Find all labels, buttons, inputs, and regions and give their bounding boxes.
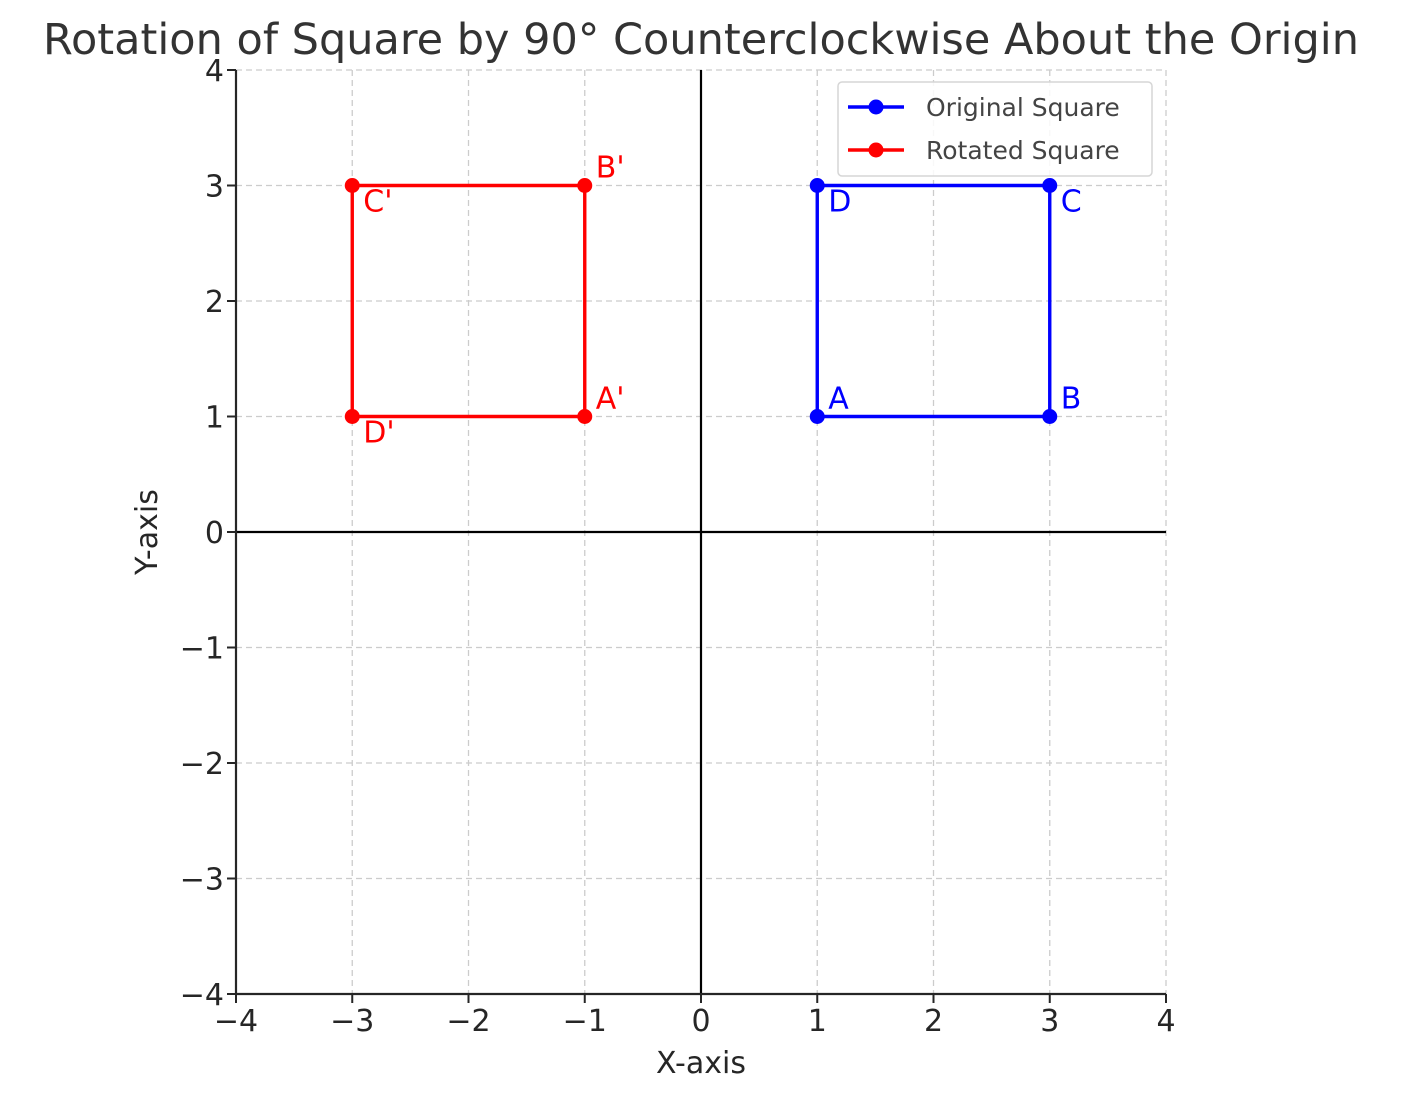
point-label: A' bbox=[596, 382, 625, 417]
y-axis-label: Y-axis bbox=[130, 489, 165, 576]
point-label: B bbox=[1061, 382, 1082, 417]
point-label: A bbox=[828, 382, 849, 417]
axis-ticks: −4 −3 −2 −1 0 1 2 3 4 −4 −3 −2 −1 0 1 2 3 4 bbox=[180, 54, 1176, 1039]
y-tick-label: 1 bbox=[205, 401, 224, 436]
data-point bbox=[344, 178, 360, 193]
y-tick-label: 4 bbox=[205, 54, 224, 89]
legend-marker bbox=[868, 142, 884, 158]
x-tick-label: −2 bbox=[446, 1004, 490, 1039]
x-tick-label: −4 bbox=[214, 1004, 258, 1039]
y-tick-label: 2 bbox=[205, 285, 224, 320]
x-tick-label: −3 bbox=[330, 1004, 374, 1039]
legend-marker bbox=[868, 99, 884, 115]
data-point bbox=[1042, 178, 1058, 193]
data-point bbox=[577, 409, 593, 424]
data-point bbox=[809, 178, 825, 193]
x-tick-label: 4 bbox=[1156, 1004, 1175, 1039]
data-point bbox=[577, 178, 593, 193]
data-point bbox=[809, 409, 825, 424]
point-labels: A B C D A' B' C' D' bbox=[363, 151, 1081, 451]
y-tick-label: −3 bbox=[180, 863, 224, 898]
x-tick-label: −1 bbox=[563, 1004, 607, 1039]
y-tick-label: −1 bbox=[180, 632, 224, 667]
point-label: C bbox=[1061, 185, 1082, 220]
x-tick-label: 0 bbox=[691, 1004, 710, 1039]
x-tick-label: 2 bbox=[924, 1004, 943, 1039]
point-label: C' bbox=[363, 185, 392, 220]
y-tick-label: −4 bbox=[180, 978, 224, 1013]
point-label: D bbox=[828, 185, 851, 220]
legend: Original Square Rotated Square bbox=[837, 81, 1153, 177]
legend-entry: Rotated Square bbox=[926, 136, 1120, 165]
point-label: D' bbox=[363, 416, 394, 451]
data-point bbox=[344, 409, 360, 424]
series-rotated-square bbox=[344, 178, 593, 424]
point-label: B' bbox=[596, 151, 625, 186]
series-original-square bbox=[809, 178, 1058, 424]
data-point bbox=[1042, 409, 1058, 424]
chart-title: Rotation of Square by 90° Counterclockwi… bbox=[43, 15, 1359, 65]
origin-axes bbox=[236, 70, 1166, 994]
x-axis-label: X-axis bbox=[656, 1046, 746, 1081]
y-tick-label: 0 bbox=[205, 516, 224, 551]
y-tick-label: −2 bbox=[180, 747, 224, 782]
x-tick-label: 1 bbox=[808, 1004, 827, 1039]
y-tick-label: 3 bbox=[205, 170, 224, 205]
legend-box bbox=[837, 81, 1153, 177]
series-layer bbox=[344, 178, 1058, 424]
legend-entry: Original Square bbox=[926, 93, 1120, 122]
x-tick-label: 3 bbox=[1040, 1004, 1059, 1039]
